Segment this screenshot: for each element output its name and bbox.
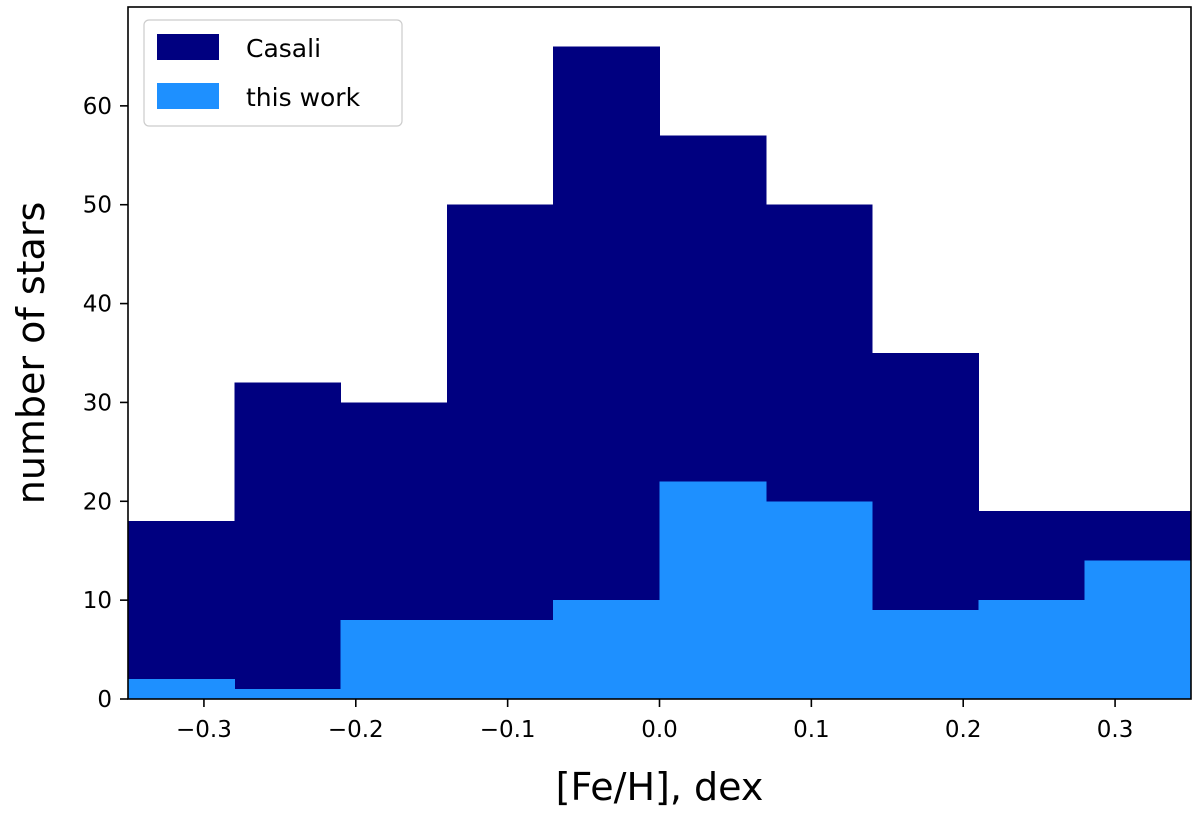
legend-swatch-casali [157,34,219,60]
x-tick-label: 0.2 [945,717,982,743]
legend-swatch-this-work [157,83,219,109]
x-tick-label: 0.1 [793,717,830,743]
x-tick-label: 0.0 [641,717,678,743]
legend-label-casali: Casali [246,34,321,63]
bar-this-work-5 [659,481,767,699]
x-axis-title: [Fe/H], dex [556,765,764,809]
y-tick-label: 50 [83,193,112,219]
x-tick-label: 0.3 [1097,717,1134,743]
x-axis-ticks: −0.3 −0.2 −0.1 0.0 0.1 0.2 0.3 [176,699,1133,743]
bar-this-work-2 [340,619,448,699]
y-tick-label: 60 [83,94,112,120]
y-tick-label: 0 [97,687,112,713]
bar-this-work-6 [765,501,873,699]
bar-this-work-8 [978,600,1086,699]
bar-this-work-1 [234,689,342,699]
y-tick-label: 40 [83,292,112,318]
x-tick-label: −0.1 [480,717,536,743]
bar-this-work-0 [128,679,235,699]
y-axis-title: number of stars [9,202,53,505]
x-tick-label: −0.2 [328,717,384,743]
bar-this-work-4 [553,600,661,699]
legend-label-this-work: this work [246,83,361,112]
bar-this-work-7 [872,610,979,699]
bar-this-work-3 [446,619,554,699]
y-tick-label: 30 [83,390,112,416]
y-tick-label: 20 [83,489,112,515]
x-tick-label: −0.3 [176,717,232,743]
bar-casali-3 [446,204,554,699]
y-tick-label: 10 [83,588,112,614]
bar-casali-1 [234,382,342,699]
bar-casali-0 [128,521,235,699]
bar-casali-4 [553,46,661,700]
legend: Casali this work [143,19,403,127]
bars-layer [128,46,1192,700]
y-axis-ticks: 0 10 20 30 40 50 60 [83,94,128,713]
bar-this-work-9 [1084,560,1192,699]
